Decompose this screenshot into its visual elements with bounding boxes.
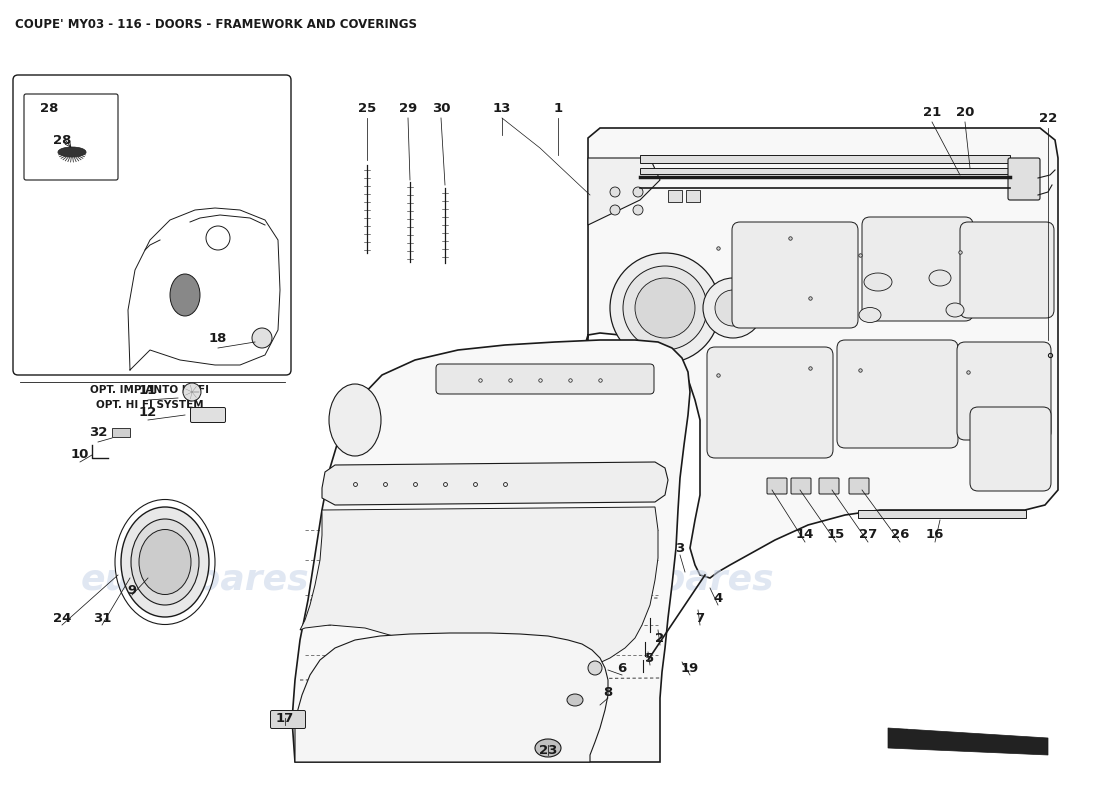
FancyBboxPatch shape <box>858 510 1026 518</box>
Polygon shape <box>585 128 1058 578</box>
Circle shape <box>632 187 644 197</box>
Ellipse shape <box>131 519 199 605</box>
FancyBboxPatch shape <box>13 75 292 375</box>
Text: 20: 20 <box>956 106 975 118</box>
Text: 4: 4 <box>714 591 723 605</box>
FancyBboxPatch shape <box>820 478 839 494</box>
Text: 11: 11 <box>139 383 157 397</box>
Ellipse shape <box>946 303 964 317</box>
Text: 15: 15 <box>827 527 845 541</box>
Text: 21: 21 <box>923 106 942 118</box>
FancyBboxPatch shape <box>1008 158 1040 200</box>
Polygon shape <box>300 507 658 672</box>
Text: 6: 6 <box>617 662 627 674</box>
Text: 13: 13 <box>493 102 512 114</box>
Text: 8: 8 <box>604 686 613 698</box>
Text: 3: 3 <box>675 542 684 554</box>
FancyBboxPatch shape <box>791 478 811 494</box>
Text: 26: 26 <box>891 527 910 541</box>
Text: 28: 28 <box>53 134 72 146</box>
Ellipse shape <box>930 270 952 286</box>
Text: 24: 24 <box>53 611 72 625</box>
Text: 16: 16 <box>926 527 944 541</box>
Ellipse shape <box>566 694 583 706</box>
FancyBboxPatch shape <box>112 428 130 437</box>
Text: 7: 7 <box>695 611 705 625</box>
FancyBboxPatch shape <box>640 155 1010 163</box>
FancyBboxPatch shape <box>640 168 1010 174</box>
Polygon shape <box>322 462 668 505</box>
Text: COUPE' MY03 - 116 - DOORS - FRAMEWORK AND COVERINGS: COUPE' MY03 - 116 - DOORS - FRAMEWORK AN… <box>15 18 417 31</box>
Ellipse shape <box>535 739 561 757</box>
Text: 2: 2 <box>656 631 664 645</box>
FancyBboxPatch shape <box>24 94 118 180</box>
Text: 32: 32 <box>89 426 107 438</box>
Text: 30: 30 <box>431 102 450 114</box>
Text: 23: 23 <box>539 743 558 757</box>
Text: 25: 25 <box>358 102 376 114</box>
FancyBboxPatch shape <box>190 407 226 422</box>
Polygon shape <box>588 158 660 225</box>
FancyBboxPatch shape <box>957 342 1050 440</box>
Circle shape <box>635 278 695 338</box>
Ellipse shape <box>329 384 381 456</box>
Text: 18: 18 <box>209 331 228 345</box>
Text: 5: 5 <box>646 651 654 665</box>
FancyBboxPatch shape <box>707 347 833 458</box>
Ellipse shape <box>170 274 200 316</box>
FancyBboxPatch shape <box>732 222 858 328</box>
Text: 1: 1 <box>553 102 562 114</box>
Polygon shape <box>292 340 690 762</box>
Polygon shape <box>295 633 608 762</box>
Text: 12: 12 <box>139 406 157 418</box>
Text: 27: 27 <box>859 527 877 541</box>
Circle shape <box>610 205 620 215</box>
FancyBboxPatch shape <box>960 222 1054 318</box>
Ellipse shape <box>139 530 191 594</box>
FancyBboxPatch shape <box>862 217 974 321</box>
Text: 29: 29 <box>399 102 417 114</box>
FancyBboxPatch shape <box>668 190 682 202</box>
FancyBboxPatch shape <box>970 407 1050 491</box>
Text: 10: 10 <box>70 449 89 462</box>
Text: 14: 14 <box>795 527 814 541</box>
Text: 31: 31 <box>92 611 111 625</box>
Circle shape <box>703 278 763 338</box>
Circle shape <box>715 290 751 326</box>
Text: OPT. IMPIANTO HI FI: OPT. IMPIANTO HI FI <box>90 385 209 395</box>
Ellipse shape <box>121 507 209 617</box>
Text: 17: 17 <box>276 711 294 725</box>
Ellipse shape <box>58 147 86 157</box>
Circle shape <box>588 661 602 675</box>
Text: 28: 28 <box>40 102 58 115</box>
Circle shape <box>183 383 201 401</box>
Ellipse shape <box>859 307 881 322</box>
Circle shape <box>610 187 620 197</box>
Polygon shape <box>888 728 1048 755</box>
FancyBboxPatch shape <box>849 478 869 494</box>
Text: eurospares: eurospares <box>546 563 774 597</box>
Circle shape <box>610 253 720 363</box>
Circle shape <box>623 266 707 350</box>
FancyBboxPatch shape <box>271 710 306 729</box>
Text: 22: 22 <box>1038 111 1057 125</box>
FancyBboxPatch shape <box>686 190 700 202</box>
FancyBboxPatch shape <box>436 364 654 394</box>
Text: eurospares: eurospares <box>80 563 309 597</box>
Circle shape <box>632 205 644 215</box>
Circle shape <box>252 328 272 348</box>
Text: OPT. HI FI SYSTEM: OPT. HI FI SYSTEM <box>96 400 204 410</box>
FancyBboxPatch shape <box>767 478 786 494</box>
FancyBboxPatch shape <box>837 340 958 448</box>
Text: 9: 9 <box>128 583 136 597</box>
Text: 19: 19 <box>681 662 700 674</box>
Ellipse shape <box>864 273 892 291</box>
